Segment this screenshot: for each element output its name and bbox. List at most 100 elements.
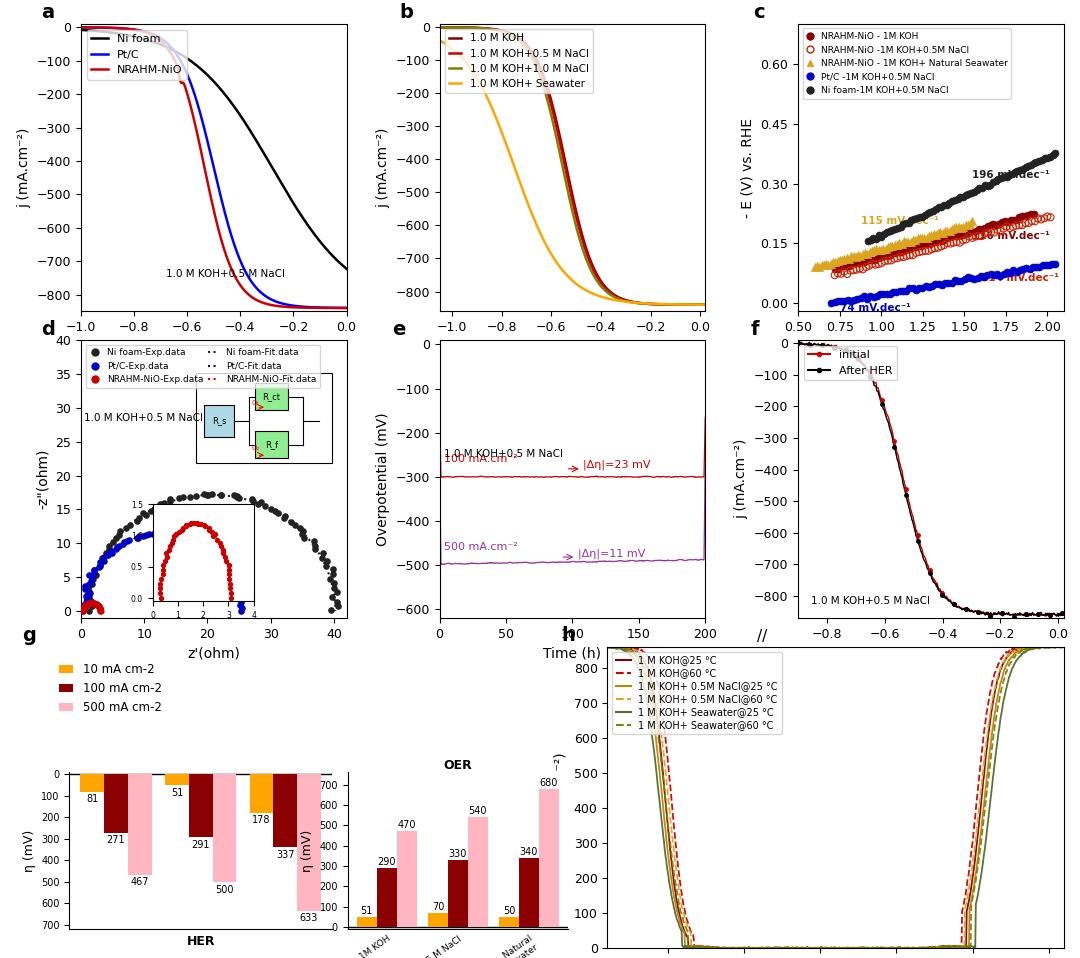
Point <box>156 495 173 511</box>
Point <box>82 596 99 611</box>
Point <box>1025 155 1042 171</box>
Point <box>295 523 312 538</box>
Point <box>901 247 918 262</box>
Point <box>1030 153 1048 169</box>
Point <box>225 573 242 588</box>
Point <box>1012 163 1029 178</box>
Point <box>110 537 127 553</box>
Text: g: g <box>23 626 36 645</box>
Point <box>995 266 1012 282</box>
Point <box>77 598 94 613</box>
Point <box>217 552 234 567</box>
Point <box>318 559 335 574</box>
Point <box>881 223 899 239</box>
Point <box>813 258 831 273</box>
Point <box>901 280 918 295</box>
Point <box>1017 159 1035 174</box>
Point <box>92 557 109 572</box>
Point <box>1043 257 1061 272</box>
Point <box>839 292 856 308</box>
Point <box>876 226 893 241</box>
Point <box>883 223 901 239</box>
Point <box>959 225 976 240</box>
Point <box>1023 158 1040 173</box>
Point <box>846 292 863 308</box>
Point <box>189 535 206 550</box>
Point <box>845 262 862 278</box>
Point <box>145 526 162 541</box>
Point <box>947 228 964 243</box>
Point <box>920 243 937 259</box>
Point <box>135 528 152 543</box>
Point <box>940 275 957 290</box>
Point <box>872 286 889 302</box>
Point <box>824 254 841 269</box>
Point <box>893 236 910 251</box>
Point <box>875 241 892 257</box>
Point <box>81 596 98 611</box>
Text: c: c <box>753 3 765 22</box>
Point <box>933 234 950 249</box>
Bar <box>499 917 519 927</box>
Point <box>77 598 94 613</box>
Point <box>243 491 260 507</box>
Point <box>994 215 1011 230</box>
Point <box>976 177 994 193</box>
Point <box>1008 212 1025 227</box>
Text: 1.0 M KOH+0.5 M NaCl: 1.0 M KOH+0.5 M NaCl <box>84 414 203 423</box>
Point <box>199 487 216 502</box>
Point <box>959 270 976 285</box>
Point <box>1014 161 1031 176</box>
Point <box>97 546 114 561</box>
Point <box>980 225 997 240</box>
Point <box>848 262 865 277</box>
Point <box>854 262 872 277</box>
Point <box>976 220 994 236</box>
Point <box>973 181 990 196</box>
Point <box>1042 210 1059 225</box>
Bar <box>249 774 273 812</box>
Point <box>995 170 1012 185</box>
Point <box>222 562 240 578</box>
Point <box>899 241 916 257</box>
Text: 1.0 M KOH+0.5 M NaCl: 1.0 M KOH+0.5 M NaCl <box>166 269 285 279</box>
Point <box>917 243 934 259</box>
Point <box>966 184 983 199</box>
Point <box>76 600 93 615</box>
Point <box>895 249 913 264</box>
Point <box>233 601 251 616</box>
Point <box>91 555 108 570</box>
Point <box>1009 164 1026 179</box>
Point <box>826 262 843 277</box>
Point <box>216 557 233 572</box>
Point <box>187 489 204 504</box>
Point <box>998 170 1015 185</box>
Point <box>944 194 961 209</box>
Point <box>161 493 178 509</box>
X-axis label: HER: HER <box>187 935 215 947</box>
Point <box>930 225 947 240</box>
Point <box>1014 217 1031 233</box>
Point <box>1003 167 1021 182</box>
Point <box>948 235 966 250</box>
Point <box>122 517 139 533</box>
Point <box>998 218 1015 234</box>
Point <box>1030 260 1048 275</box>
Point <box>863 243 880 259</box>
Point <box>964 223 982 239</box>
Point <box>229 490 246 505</box>
Point <box>1005 213 1023 228</box>
Point <box>195 536 213 552</box>
Point <box>852 248 869 263</box>
Point <box>841 262 859 278</box>
Point <box>90 598 107 613</box>
Point <box>211 545 228 560</box>
Point <box>917 278 934 293</box>
Point <box>850 247 867 262</box>
Bar <box>428 913 448 927</box>
Point <box>200 487 217 502</box>
Point <box>145 501 162 516</box>
Point <box>94 552 111 567</box>
Point <box>78 594 95 609</box>
Point <box>94 550 111 565</box>
